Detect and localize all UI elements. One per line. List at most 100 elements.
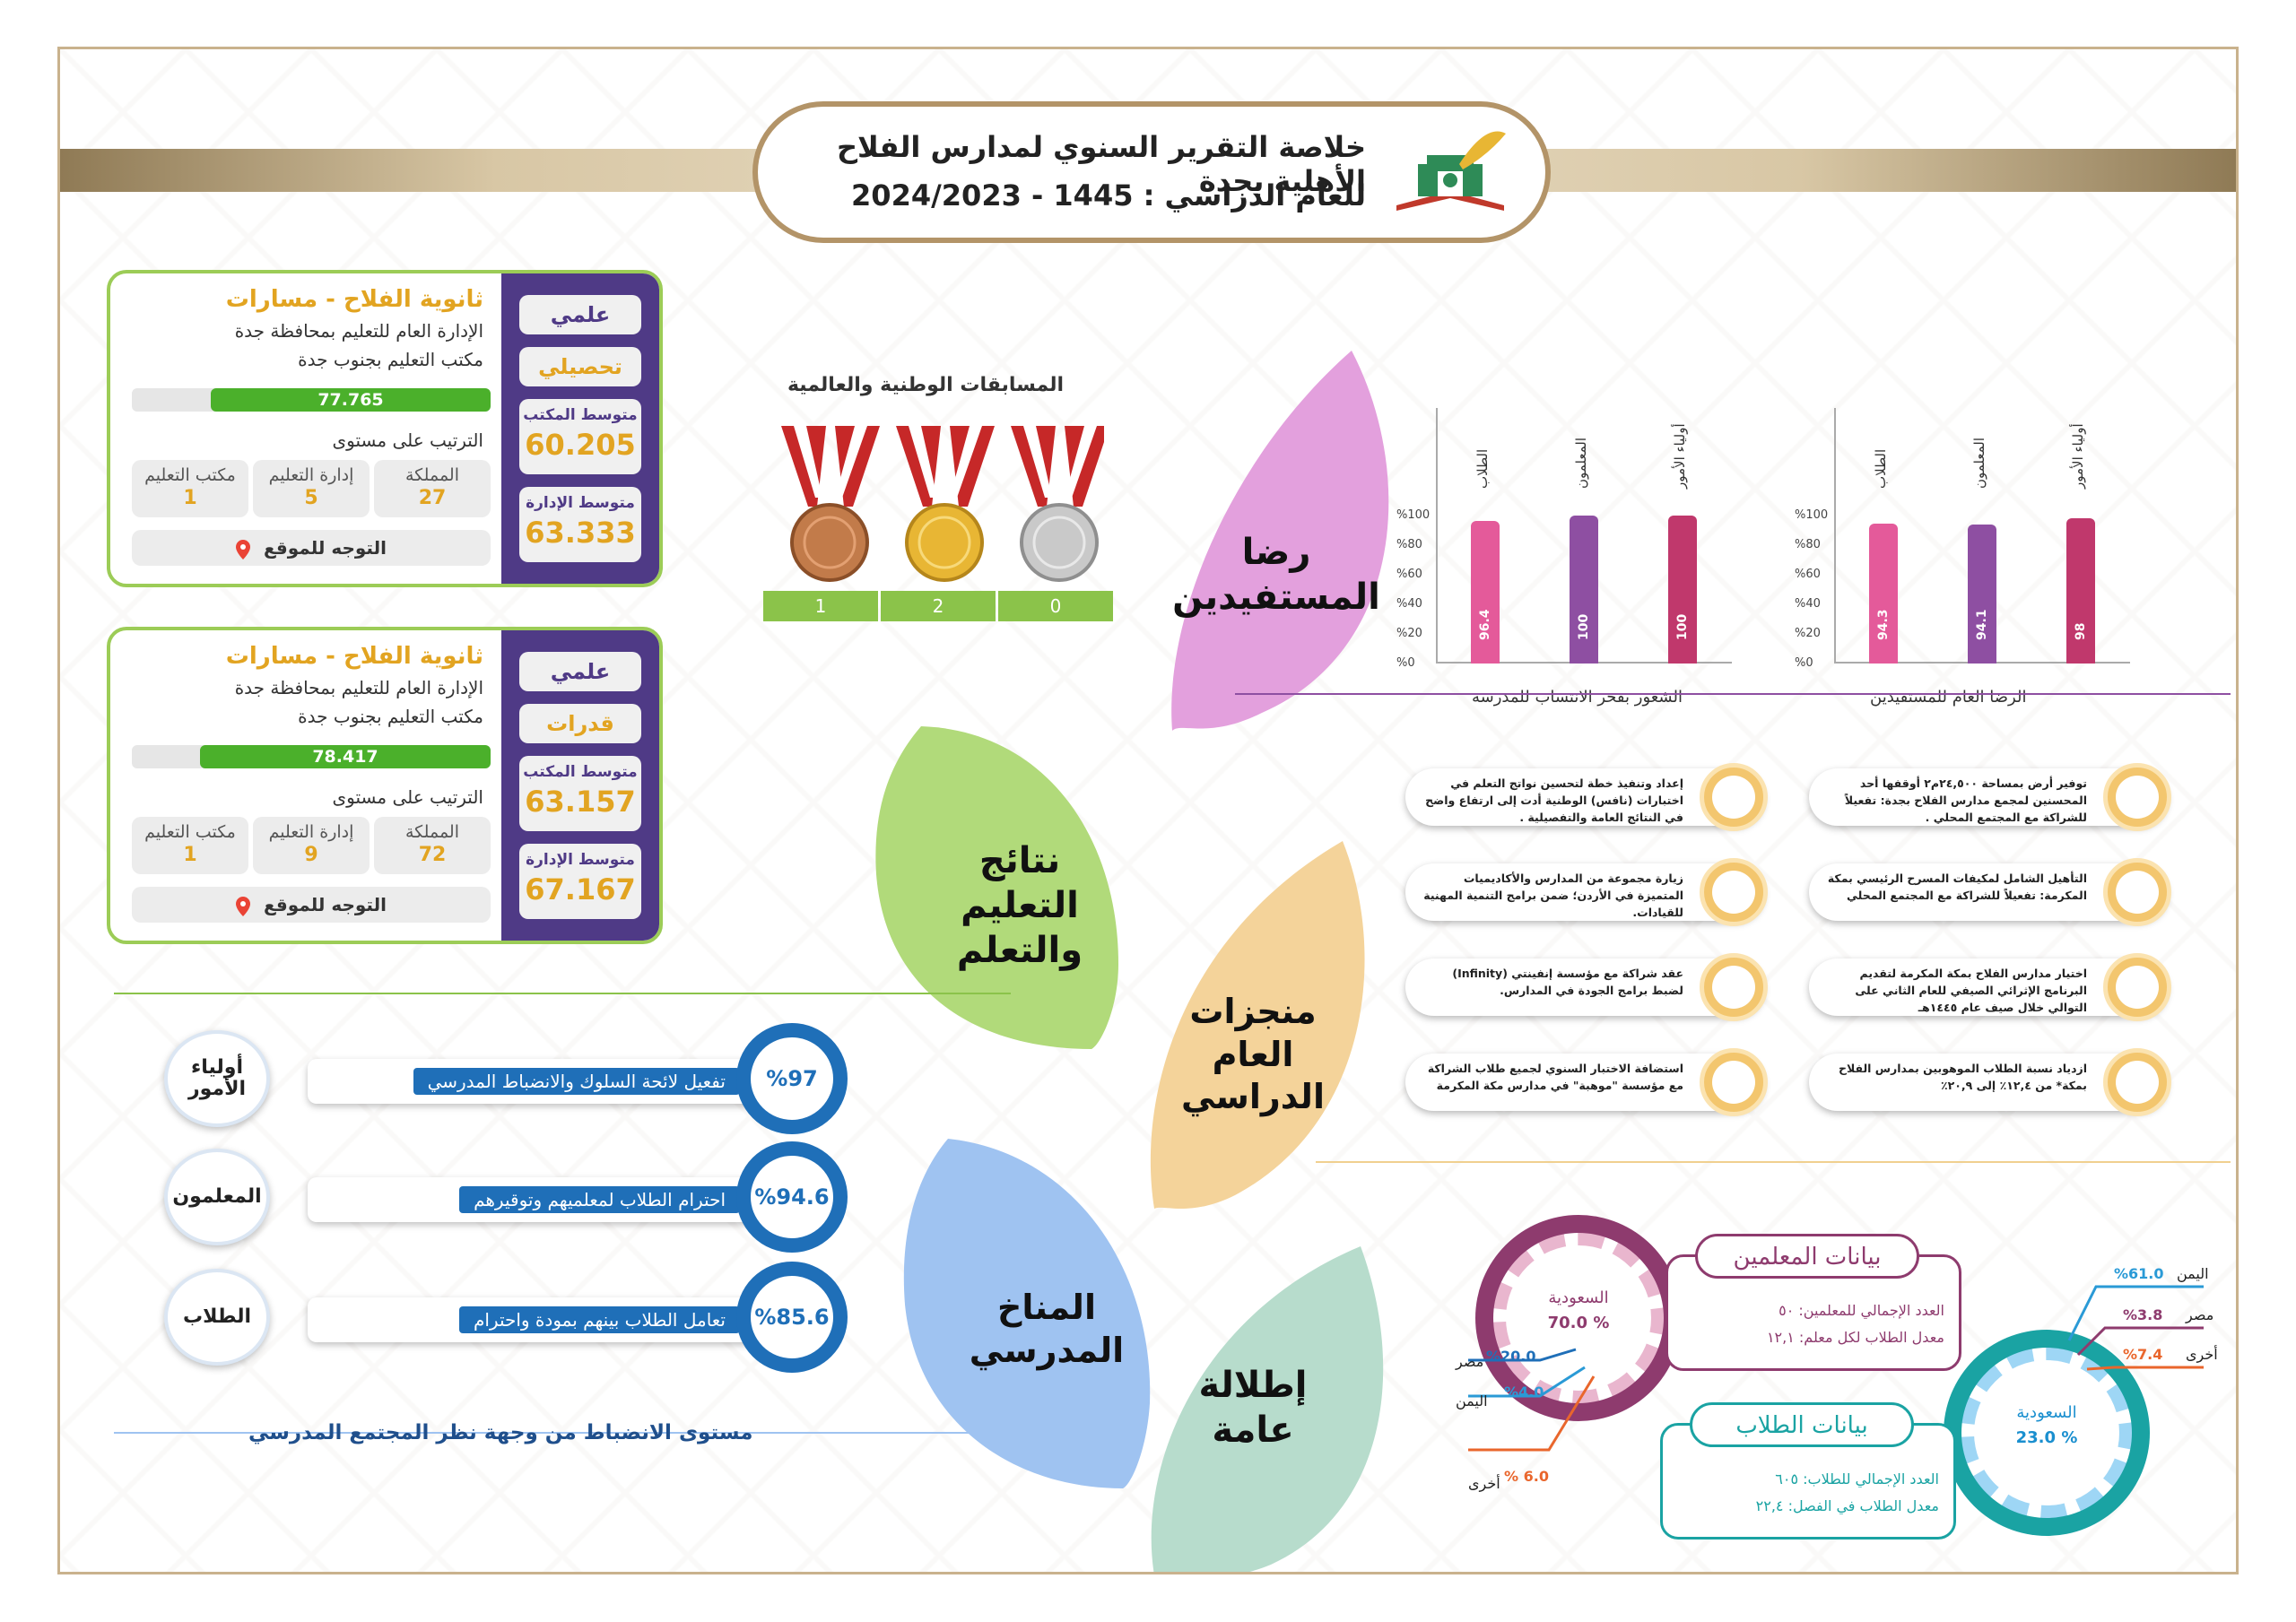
statement-bar: احترام الطلاب لمعلميهم وتوقيرهم	[308, 1177, 756, 1222]
gold-medal-icon	[896, 426, 995, 582]
card-side-panel: علمي قدرات متوسط المكتب 63.157 متوسط الإ…	[501, 630, 659, 941]
track-badge: علمي	[519, 295, 641, 334]
report-subtitle: للعام الدراسي : 1445 - 2024/2023	[851, 178, 1366, 213]
achievement-text: ازدياد نسبة الطلاب الموهوبين بمدارس الفل…	[1838, 1062, 2087, 1092]
students-ring: السعودية % 23.0	[1944, 1330, 2150, 1536]
achievement-logo-icon	[1712, 1061, 1755, 1104]
achievement-badge-icon	[1700, 1048, 1768, 1116]
students-data-box: بيانات الطلاب العدد الإجمالي للطلاب: ٦٠٥…	[1660, 1402, 1956, 1540]
teachers-saudi-value: % 70.0	[1547, 1314, 1610, 1332]
achievement-item: زيارة مجموعة من المدارس والأكاديميات الم…	[1405, 858, 1768, 926]
chart-bar	[1668, 516, 1697, 664]
bronze-medal-icon	[781, 426, 880, 582]
chart-bar	[1570, 516, 1598, 664]
admin-average: متوسط الإدارة 63.333	[519, 487, 641, 562]
discipline-percent: %94.6	[736, 1141, 848, 1253]
learning-leaf	[875, 726, 1118, 1049]
teachers-share-lines	[1468, 1348, 1596, 1452]
students-share-value: %7.4	[2123, 1346, 2163, 1363]
school-admin: الإدارة العام للتعليم بمحافظة جدة	[234, 677, 483, 698]
category-label: الطلاب	[1873, 448, 1889, 489]
achievement-item: عقد شراكة مع مؤسسة إنفينتي (Infinity) لض…	[1405, 953, 1768, 1021]
category-label: أولياء الأمور	[2070, 423, 2086, 489]
discipline-row-teachers: المعلمون احترام الطلاب لمعلميهم وتوقيرهم…	[164, 1141, 864, 1253]
achievement-text: استضافة الاختبار السنوي لجميع طلاب الشرا…	[1427, 1062, 1683, 1092]
teachers-total: العدد الإجمالي للمعلمين: ٥٠	[1779, 1302, 1944, 1319]
report-page: خلاصة التقرير السنوي لمدارس الفلاح الأهل…	[57, 47, 2239, 1574]
achievement-logo-icon	[2116, 1061, 2159, 1104]
achievement-logo-icon	[1712, 871, 1755, 914]
achievement-item: إعداد وتنفيذ خطة لتحسين نواتج التعلم في …	[1405, 763, 1768, 831]
group-badge: أولياء الأمور	[164, 1030, 270, 1127]
discipline-percent: %85.6	[736, 1262, 848, 1373]
school-card-tahsili: علمي تحصيلي متوسط المكتب 60.205 متوسط ال…	[107, 270, 663, 587]
teachers-ratio: معدل الطلاب لكل معلم: ١٢,١	[1766, 1329, 1944, 1346]
achievement-text: إعداد وتنفيذ خطة لتحسين نواتج التعلم في …	[1425, 776, 1683, 824]
office-average: متوسط المكتب 60.205	[519, 399, 641, 474]
y-tick-label: %40	[1396, 597, 1422, 611]
satisfaction-leaf	[1171, 351, 1389, 731]
achievement-text: التأهيل الشامل لمكيفات المسرح الرئيسي بم…	[1827, 872, 2087, 902]
score-bar: 78.417	[132, 745, 491, 768]
students-share-name: أخرى	[2186, 1346, 2218, 1363]
chart-title: الشعور بفخر الانتساب للمدرسة	[1472, 688, 1683, 707]
rank-name: المملكة	[404, 465, 459, 485]
location-button[interactable]: التوجه للموقع	[132, 530, 491, 566]
achievements-leaf	[1150, 841, 1365, 1209]
header-banner: خلاصة التقرير السنوي لمدارس الفلاح الأهل…	[752, 101, 1551, 243]
silver-medal-icon	[1011, 426, 1104, 582]
students-share-name: مصر	[2186, 1306, 2214, 1323]
students-total: العدد الإجمالي للطلاب: ٦٠٥	[1775, 1470, 1939, 1488]
overview-title: إطلالة عامة	[1198, 1365, 1308, 1451]
statement-text: تفعيل لائحة السلوك والانضباط المدرسي	[413, 1068, 740, 1095]
y-tick-label: %40	[1795, 597, 1821, 611]
bar-value-label: 98	[2074, 622, 2088, 640]
admin-average: متوسط الإدارة 67.167	[519, 844, 641, 919]
school-card-qudurat: علمي قدرات متوسط المكتب 63.157 متوسط الإ…	[107, 627, 663, 944]
teachers-data-title: بيانات المعلمين	[1695, 1234, 1919, 1279]
chart-bar	[1869, 524, 1898, 664]
satisfaction-chart: %0 %20 %40 %60 %80 %100 94.3 الطلاب 94.1 المعلمون…	[1789, 354, 2166, 713]
teachers-share-name: مصر	[1456, 1353, 1484, 1370]
achievement-badge-icon	[2103, 953, 2171, 1021]
school-office: مكتب التعليم بجنوب جدة	[298, 349, 483, 370]
teachers-saudi-label: السعودية	[1548, 1288, 1609, 1307]
discipline-row-students: الطلاب تعامل الطلاب بينهم بمودة واحترام …	[164, 1262, 864, 1373]
climate-title: المناخ المدرسي	[969, 1288, 1125, 1370]
school-office: مكتب التعليم بجنوب جدة	[298, 706, 483, 727]
y-tick-label: %100	[1396, 508, 1431, 522]
card-side-panel: علمي تحصيلي متوسط المكتب 60.205 متوسط ال…	[501, 273, 659, 584]
bar-value-label: 96.4	[1478, 609, 1492, 640]
climate-divider	[114, 1432, 1011, 1434]
map-pin-icon	[236, 896, 251, 916]
ranking-label: الترتيب على مستوى	[332, 429, 483, 451]
achievement-item: استضافة الاختبار السنوي لجميع طلاب الشرا…	[1405, 1048, 1768, 1116]
location-button[interactable]: التوجه للموقع	[132, 887, 491, 923]
achievement-badge-icon	[2103, 763, 2171, 831]
score-bar-fill: 77.765	[211, 388, 491, 412]
test-badge: قدرات	[519, 704, 641, 743]
achievement-badge-icon	[1700, 858, 1768, 926]
y-tick-label: %0	[1396, 656, 1415, 670]
teachers-share-name: أخرى	[1468, 1475, 1500, 1492]
category-label: المعلمون	[1573, 437, 1589, 489]
location-label: التوجه للموقع	[264, 894, 387, 915]
office-average-value: 63.157	[525, 785, 636, 819]
y-tick-label: %20	[1795, 627, 1821, 640]
rank-kingdom: المملكة 72	[374, 817, 491, 874]
achievement-item: التأهيل الشامل لمكيفات المسرح الرئيسي بم…	[1809, 858, 2171, 926]
rank-admin: إدارة التعليم 9	[253, 817, 370, 874]
rank-name: إدارة التعليم	[268, 822, 354, 842]
school-name: ثانوية الفلاح - مسارات	[225, 643, 483, 670]
location-label: التوجه للموقع	[264, 537, 387, 559]
bar-value-label: 100	[1577, 613, 1591, 640]
y-tick-label: %80	[1795, 538, 1821, 551]
bar-value-label: 94.3	[1876, 609, 1891, 640]
achievement-item: اختيار مدارس الفلاح بمكة المكرمة لتقديم …	[1809, 953, 2171, 1021]
achievement-badge-icon	[1700, 763, 1768, 831]
bronze-count: 1	[763, 591, 878, 621]
admin-average-label: متوسط الإدارة	[526, 494, 635, 512]
rank-name: المملكة	[404, 822, 459, 842]
achievement-text: زيارة مجموعة من المدارس والأكاديميات الم…	[1423, 872, 1683, 919]
rank-office: مكتب التعليم 1	[132, 817, 248, 874]
